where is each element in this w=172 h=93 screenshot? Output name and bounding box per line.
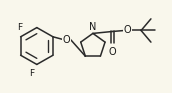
Text: O: O	[109, 47, 116, 57]
Text: F: F	[17, 23, 22, 32]
Text: O: O	[123, 25, 131, 36]
Text: N: N	[89, 22, 96, 32]
Text: F: F	[29, 69, 34, 78]
Text: O: O	[63, 35, 71, 45]
